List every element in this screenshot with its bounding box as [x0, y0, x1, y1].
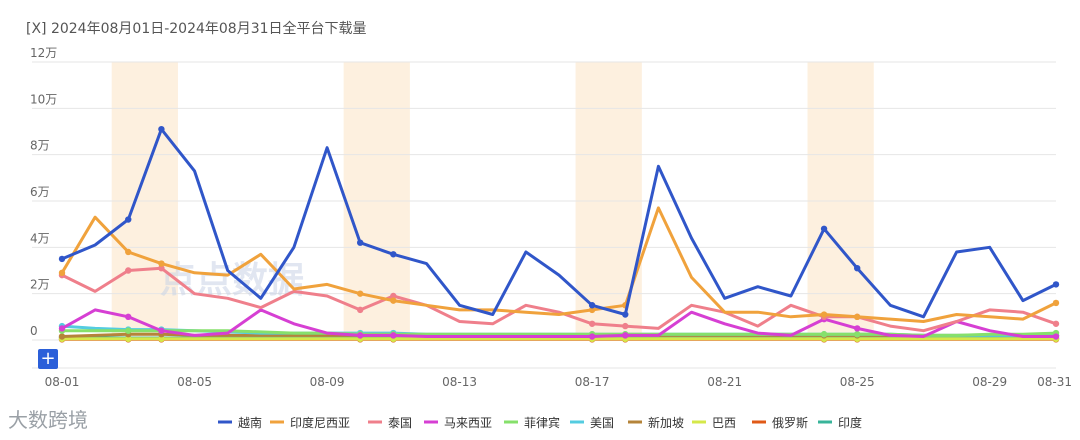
chart-title: [X] 2024年08月01日-2024年08月31日全平台下载量 — [26, 21, 367, 37]
x-tick-label: 08-25 — [840, 375, 875, 389]
legend-label: 越南 — [238, 415, 262, 430]
series-line — [60, 308, 1058, 338]
legend-item-马来西亚[interactable]: 马来西亚 — [424, 416, 492, 430]
legend-item-巴西[interactable]: 巴西 — [692, 416, 736, 430]
legend-label: 泰国 — [388, 416, 412, 430]
data-point[interactable] — [854, 331, 861, 338]
y-tick-label: 8万 — [30, 139, 50, 153]
x-tick-label: 08-01 — [45, 375, 80, 389]
legend-item-泰国[interactable]: 泰国 — [368, 416, 412, 430]
legend-item-美国[interactable]: 美国 — [570, 416, 614, 430]
data-point[interactable] — [1052, 299, 1060, 307]
data-point[interactable] — [357, 239, 364, 246]
series-越南 — [58, 125, 1060, 319]
legend-item-俄罗斯[interactable]: 俄罗斯 — [752, 416, 808, 430]
series-line — [60, 206, 1058, 323]
y-axis-ticks: 0 2万 4万 6万 8万 10万 12万 — [30, 46, 57, 338]
y-tick-label: 10万 — [30, 92, 57, 106]
data-point[interactable] — [158, 260, 165, 267]
series-line — [60, 127, 1058, 319]
data-point[interactable] — [622, 322, 629, 330]
x-tick-label: 08-05 — [177, 375, 212, 389]
add-button[interactable]: + — [38, 349, 58, 369]
y-tick-label: 12万 — [30, 46, 57, 60]
data-point[interactable] — [125, 267, 132, 274]
data-point[interactable] — [58, 269, 66, 277]
series-line — [60, 266, 1058, 333]
data-point[interactable] — [158, 335, 165, 343]
legend-label: 印度 — [838, 415, 862, 430]
data-point[interactable] — [125, 335, 132, 343]
x-tick-label: 08-09 — [310, 375, 345, 389]
data-point[interactable] — [1052, 320, 1060, 327]
y-tick-label: 6万 — [30, 185, 50, 199]
data-point[interactable] — [1052, 281, 1060, 288]
data-point[interactable] — [58, 255, 66, 263]
legend-item-越南[interactable]: 越南 — [218, 415, 262, 430]
data-point[interactable] — [588, 320, 596, 327]
y-tick-label: 0 — [30, 324, 38, 338]
data-point[interactable] — [390, 297, 397, 304]
data-point[interactable] — [854, 325, 861, 332]
grid-lines — [32, 61, 1056, 369]
legend: 越南 印度尼西亚 泰国 马来西亚 菲律宾 美国 新加坡 巴西 俄罗斯 印度 — [218, 415, 862, 430]
data-point[interactable] — [588, 302, 596, 309]
legend-label: 新加坡 — [648, 415, 684, 430]
legend-item-印度[interactable]: 印度 — [818, 415, 862, 430]
data-point[interactable] — [820, 225, 828, 232]
x-tick-label: 08-31 — [1037, 375, 1072, 389]
data-point[interactable] — [588, 333, 596, 340]
legend-label: 巴西 — [712, 416, 736, 430]
legend-label: 菲律宾 — [524, 415, 560, 430]
data-point[interactable] — [357, 290, 364, 297]
data-point[interactable] — [622, 311, 629, 318]
data-point[interactable] — [854, 264, 861, 272]
data-point[interactable] — [58, 333, 66, 340]
x-tick-label: 08-21 — [707, 375, 742, 389]
data-point[interactable] — [125, 248, 132, 256]
x-tick-label: 08-13 — [442, 375, 477, 389]
data-point[interactable] — [158, 327, 165, 334]
data-point[interactable] — [1052, 333, 1060, 340]
data-point[interactable] — [390, 292, 397, 300]
x-tick-label: 08-17 — [575, 375, 610, 389]
data-point[interactable] — [390, 332, 397, 339]
data-point[interactable] — [58, 325, 66, 332]
data-point[interactable] — [357, 306, 364, 314]
data-point[interactable] — [588, 306, 596, 314]
data-point[interactable] — [854, 313, 861, 321]
legend-label: 印度尼西亚 — [290, 415, 350, 430]
y-tick-label: 2万 — [30, 278, 50, 292]
legend-item-新加坡[interactable]: 新加坡 — [628, 415, 684, 430]
data-point[interactable] — [125, 327, 132, 334]
x-tick-label: 08-29 — [972, 375, 1007, 389]
legend-label: 马来西亚 — [444, 416, 492, 430]
legend-item-印度尼西亚[interactable]: 印度尼西亚 — [270, 415, 350, 430]
series-印度尼西亚 — [58, 206, 1060, 323]
legend-label: 美国 — [590, 416, 614, 430]
data-point[interactable] — [390, 251, 397, 258]
data-point[interactable] — [125, 216, 132, 223]
legend-label: 俄罗斯 — [772, 416, 808, 430]
data-point[interactable] — [357, 332, 364, 339]
y-tick-label: 4万 — [30, 231, 50, 245]
x-axis-ticks: 08-01 08-05 08-09 08-13 08-17 08-21 08-25 08-29… — [45, 375, 1072, 389]
series-lines — [58, 125, 1060, 343]
data-point[interactable] — [622, 332, 629, 339]
data-point[interactable] — [125, 313, 132, 321]
data-point[interactable] — [158, 125, 165, 133]
data-point[interactable] — [820, 331, 828, 338]
data-point[interactable] — [158, 264, 165, 272]
data-point[interactable] — [820, 311, 828, 318]
legend-item-菲律宾[interactable]: 菲律宾 — [504, 415, 560, 430]
brand-logo: 大数跨境 — [8, 408, 88, 432]
